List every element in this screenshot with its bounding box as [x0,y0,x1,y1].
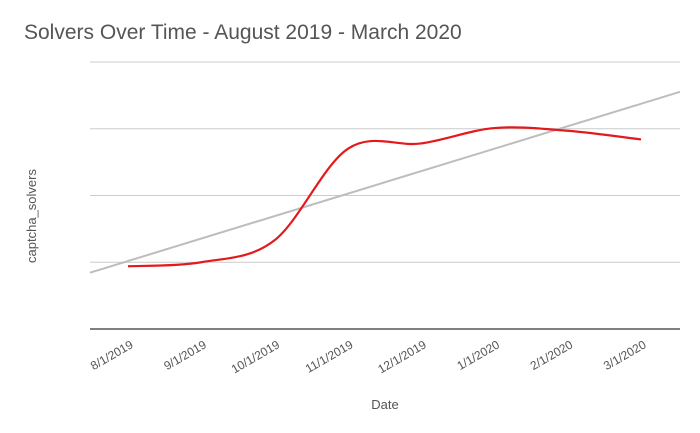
y-axis-label: captcha_solvers [24,169,39,263]
x-tick-label: 12/1/2019 [375,337,429,376]
x-tick-label: 11/1/2019 [303,337,356,376]
chart-title: Solvers Over Time - August 2019 - March … [24,21,462,44]
x-tick-label: 8/1/2019 [88,337,136,373]
x-tick-label: 2/1/2020 [528,337,576,373]
data-line [127,126,642,268]
x-tick-label: 10/1/2019 [229,337,283,376]
x-tick-label: 1/1/2020 [454,337,502,373]
x-tick-label: 3/1/2020 [601,337,649,373]
x-axis-label: Date [371,397,398,412]
x-tick-label: 9/1/2019 [161,337,209,373]
trendline [89,90,681,274]
